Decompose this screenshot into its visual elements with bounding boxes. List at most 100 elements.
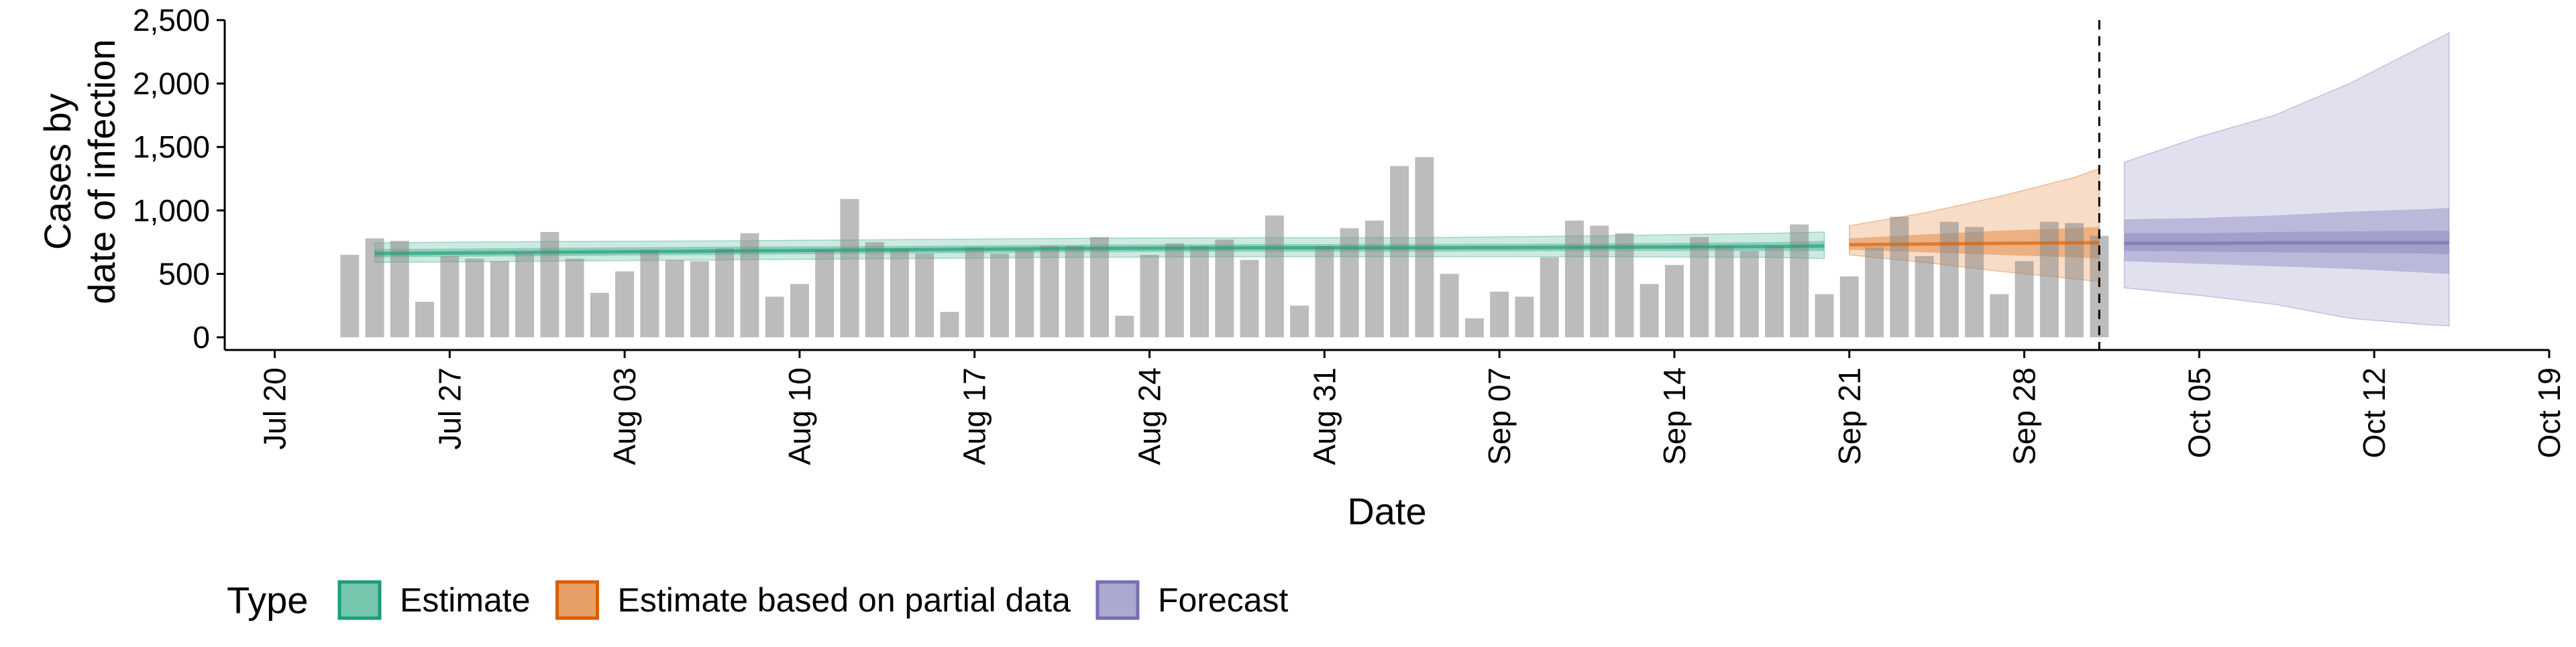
observed-bar [1715,245,1734,338]
observed-bar [415,302,435,338]
observed-bar [1865,247,1884,338]
observed-bar [1464,318,1484,338]
legend-key-1 [337,580,382,620]
y-tick-label: 500 [158,256,210,291]
x-tick-label: Aug 17 [957,367,992,465]
observed-bar [1815,294,1834,338]
legend-key-3 [1095,580,1140,620]
observed-bar [1739,251,1759,338]
observed-bar [890,248,909,338]
lines-layer [374,20,2449,350]
observed-bar [1340,228,1359,338]
series-2-median-line [1849,241,2100,247]
series-1-median-line [374,244,1825,255]
observed-bar [1290,305,1309,338]
y-tick-label: 1,500 [133,129,210,164]
x-tick-label: Sep 14 [1657,367,1692,465]
observed-bar [1564,220,1584,338]
observed-bar [1890,217,1909,338]
x-tick-label: Jul 20 [258,367,292,450]
observed-bar [465,258,484,338]
series-3-ci50-band [2124,208,2449,274]
x-tick-label: Oct 19 [2532,367,2567,459]
observed-bar [1364,220,1384,338]
observed-bar [1165,243,1184,338]
observed-bar [565,258,584,338]
observed-bar [1615,233,1634,338]
observed-bar [1315,245,1334,338]
legend-label-1: Estimate [400,581,531,619]
x-tick-label: Oct 05 [2182,367,2216,459]
observed-bar [490,261,509,338]
observed-bar [1140,255,1159,338]
x-tick-label: Aug 10 [782,367,817,465]
x-tick-label: Oct 12 [2357,367,2392,459]
observed-bar [1664,265,1684,338]
observed-bar [965,247,984,338]
y-tick-label: 0 [193,320,210,355]
y-tick-label: 1,000 [133,193,210,228]
observed-bar [1765,245,1784,338]
observed-bar [2065,223,2084,338]
observed-bar [690,261,709,338]
observed-bar [1115,315,1134,338]
observed-bar [1390,166,1409,338]
observed-bar [940,312,959,338]
y-tick-label: 2,500 [133,3,210,38]
observed-bar [1040,245,1059,338]
x-tick-label: Sep 07 [1482,367,1517,465]
observed-bar [390,241,409,338]
y-axis-title-line: Cases by [36,93,78,249]
observed-bar [865,242,884,338]
observed-bar [790,284,809,338]
observed-bar [1590,225,1609,338]
observed-bar [1440,274,1459,338]
observed-bar [1540,257,1559,338]
observed-bar [740,233,759,338]
observed-bar [2015,261,2034,338]
legend-key-2 [555,580,600,620]
x-tick-label: Sep 28 [2007,367,2042,465]
observed-bar [540,232,559,338]
x-tick-label: Jul 27 [432,367,467,450]
observed-bar [1839,276,1859,338]
observed-bar [1640,284,1659,338]
observed-bar [915,253,934,338]
x-tick-label: Aug 24 [1132,367,1167,465]
observed-bar [715,248,735,338]
observed-bar [1015,249,1034,338]
observed-bar [1090,237,1110,338]
observed-bar [1215,239,1234,338]
x-axis-title: Date [1347,490,1426,532]
observed-bar [590,292,609,338]
bands-layer [374,32,2450,327]
series-3-ci90-band [2123,32,2450,327]
observed-bar [340,255,360,338]
observed-bar [2039,221,2059,338]
observed-bar [665,259,684,338]
observed-bar [1190,245,1210,338]
observed-bar [1065,245,1084,338]
observed-bar [990,253,1009,338]
observed-bar [1690,237,1709,338]
observed-bar [840,198,859,338]
observed-bar [1265,215,1284,338]
y-axis-title: Cases bydate of infection [36,39,123,304]
observed-bar [765,296,784,338]
x-tick-label: Sep 21 [1832,367,1867,465]
observed-bar [1490,291,1509,338]
x-tick-label: Aug 31 [1307,367,1342,465]
y-tick-label: 2,000 [133,66,210,101]
observed-bar [1240,259,1259,338]
observed-bar [1515,296,1534,338]
legend-label-3: Forecast [1158,581,1289,619]
axes-layer: 0 500 1,000 1,500 2,000 2,500 Jul 20 Jul 27 Aug … [36,3,2567,532]
observed-bar [640,249,659,338]
observed-bar [440,255,460,338]
observed-bar [815,249,835,338]
observed-bar [1790,224,1809,338]
x-tick-label: Aug 03 [607,367,642,465]
observed-bar [615,271,635,338]
